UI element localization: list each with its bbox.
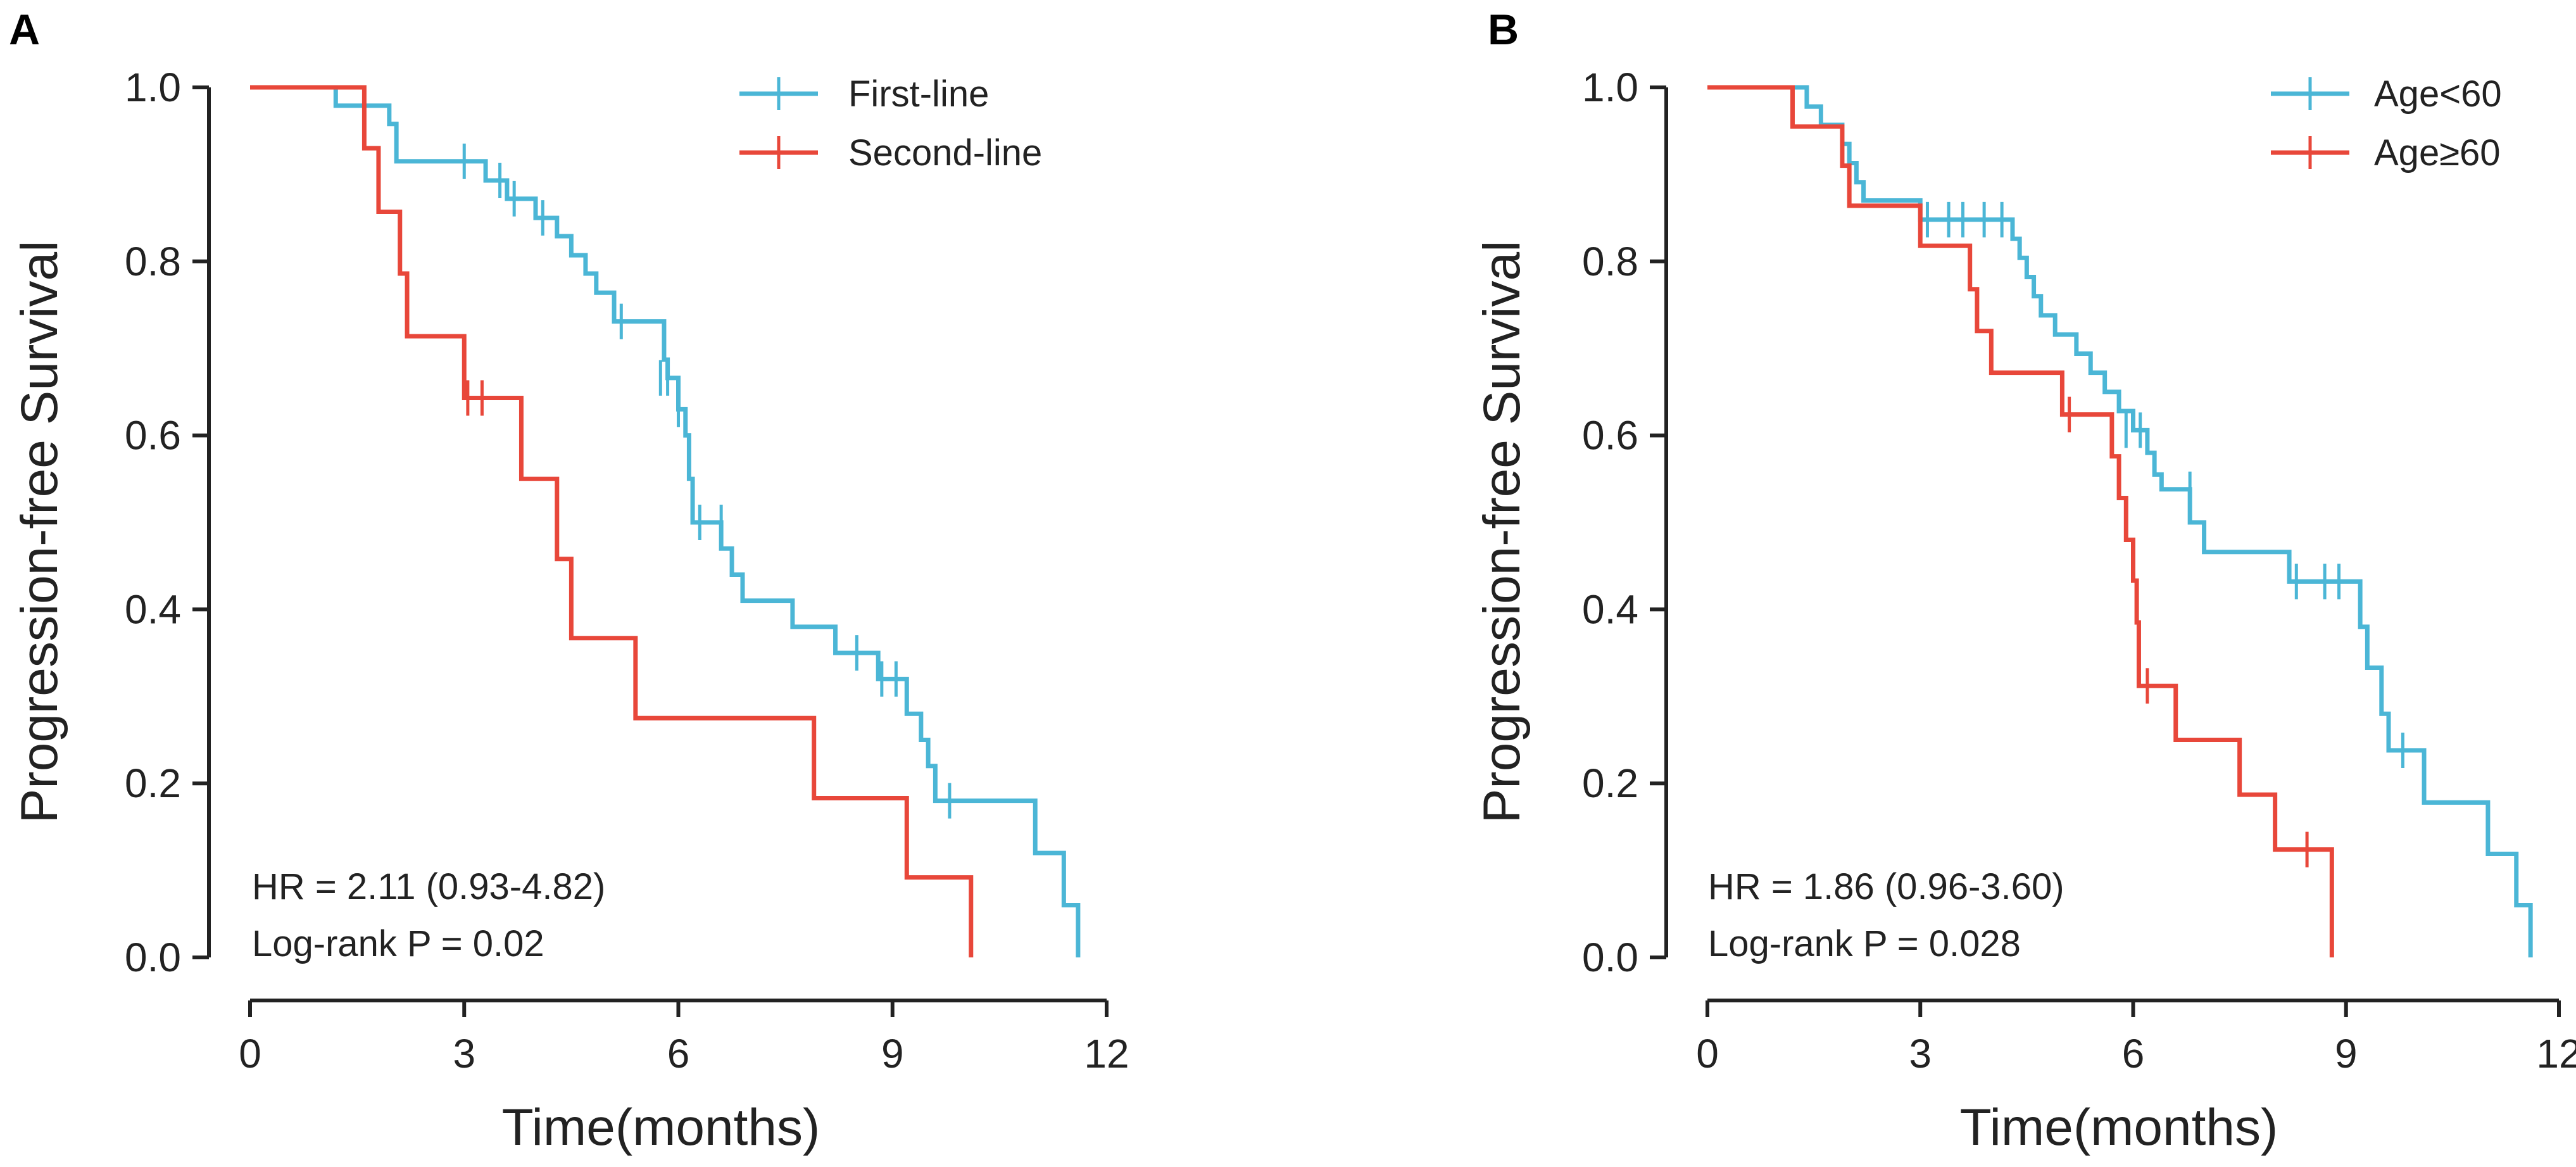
km-curve-age-60 xyxy=(1707,85,2334,957)
y-tick-label: 0.6 xyxy=(1582,413,1638,458)
hazard-ratio-annotation: HR = 1.86 (0.96-3.60) xyxy=(1708,866,2064,907)
hazard-ratio-annotation: HR = 2.11 (0.93-4.82) xyxy=(252,866,605,907)
x-axis-title: Time(months) xyxy=(502,1099,820,1156)
y-tick-label: 0.4 xyxy=(125,586,181,632)
x-tick-label: 12 xyxy=(1084,1031,1129,1076)
y-axis-title: Progression-free Survival xyxy=(1473,241,1531,824)
legend-label-second-line: Second-line xyxy=(848,132,1042,173)
series-layer xyxy=(250,85,1081,957)
x-tick-label: 12 xyxy=(2536,1031,2576,1076)
legend: Age<60 Age≥60 xyxy=(2271,73,2502,173)
x-tick-label: 3 xyxy=(1909,1031,1932,1076)
axes: 0.0 0.2 0.4 0.6 0.8 1.0 0 3 6 9 12 xyxy=(1582,65,2576,1076)
legend-label-age-under-60: Age<60 xyxy=(2374,73,2502,115)
y-tick-label: 0.2 xyxy=(125,760,181,806)
km-curve-age-60 xyxy=(1707,85,2533,957)
y-tick-label: 0.0 xyxy=(1582,935,1638,980)
x-tick-label: 9 xyxy=(881,1031,904,1076)
x-tick-label: 0 xyxy=(239,1031,261,1076)
y-tick-label: 1.0 xyxy=(125,65,181,110)
y-tick-label: 0.8 xyxy=(1582,239,1638,284)
panel-a: A Progression-free Survival Time(months)… xyxy=(9,6,1129,1156)
x-tick-label: 0 xyxy=(1696,1031,1719,1076)
panel-b: B Progression-free Survival Time(months)… xyxy=(1473,6,2576,1156)
y-tick-label: 0.6 xyxy=(125,413,181,458)
y-axis-title: Progression-free Survival xyxy=(11,241,68,824)
panel-letter: B xyxy=(1488,6,1519,54)
x-tick-label: 6 xyxy=(2122,1031,2145,1076)
x-tick-label: 9 xyxy=(2335,1031,2358,1076)
y-tick-label: 0.4 xyxy=(1582,586,1638,632)
km-curve-second-line xyxy=(250,85,974,957)
x-tick-label: 3 xyxy=(453,1031,475,1076)
legend-label-first-line: First-line xyxy=(848,73,989,115)
log-rank-annotation: Log-rank P = 0.02 xyxy=(252,923,544,964)
panel-letter: A xyxy=(9,6,40,54)
axes: 0.0 0.2 0.4 0.6 0.8 1.0 0 3 6 9 12 xyxy=(125,65,1129,1076)
x-axis-title: Time(months) xyxy=(1960,1099,2278,1156)
y-tick-label: 0.0 xyxy=(125,935,181,980)
legend-label-age-60-plus: Age≥60 xyxy=(2374,132,2501,173)
y-tick-label: 0.2 xyxy=(1582,760,1638,806)
x-tick-label: 6 xyxy=(667,1031,690,1076)
y-tick-label: 0.8 xyxy=(125,239,181,284)
log-rank-annotation: Log-rank P = 0.028 xyxy=(1708,923,2021,964)
series-layer xyxy=(1707,85,2533,957)
km-curve-first-line xyxy=(250,85,1081,957)
y-tick-label: 1.0 xyxy=(1582,65,1638,110)
legend: First-line Second-line xyxy=(739,73,1042,173)
